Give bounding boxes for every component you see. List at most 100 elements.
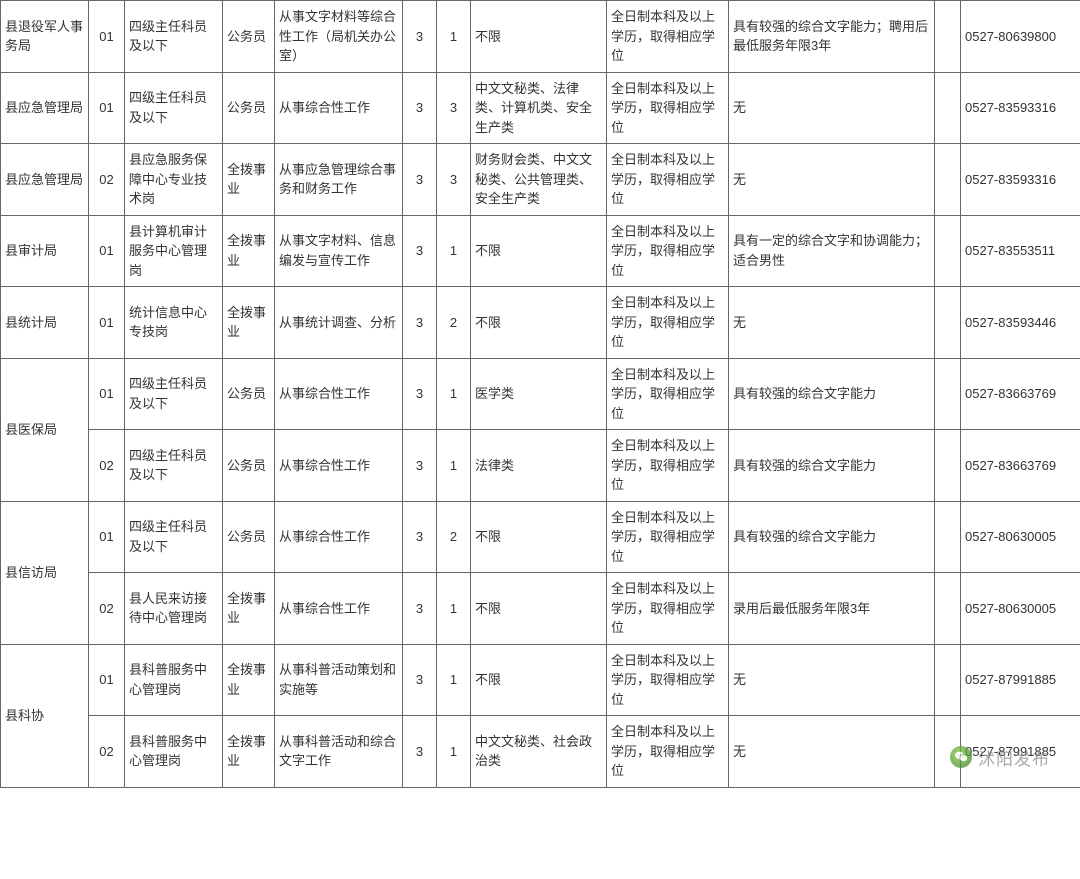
table-cell: 公务员 (223, 358, 275, 430)
table-cell: 01 (89, 287, 125, 359)
table-cell: 公务员 (223, 1, 275, 73)
table-cell (935, 716, 961, 788)
table-cell: 法律类 (471, 430, 607, 502)
table-cell: 统计信息中心专技岗 (125, 287, 223, 359)
table-cell: 全日制本科及以上学历，取得相应学位 (607, 358, 729, 430)
table-cell: 县信访局 (1, 501, 89, 644)
table-cell: 1 (437, 215, 471, 287)
table-cell: 全拨事业 (223, 215, 275, 287)
table-cell: 县科普服务中心管理岗 (125, 644, 223, 716)
table-cell: 无 (729, 716, 935, 788)
table-cell: 具有较强的综合文字能力 (729, 501, 935, 573)
table-cell: 3 (403, 287, 437, 359)
table-cell: 中文文秘类、法律类、计算机类、安全生产类 (471, 72, 607, 144)
table-cell: 县审计局 (1, 215, 89, 287)
table-cell: 02 (89, 716, 125, 788)
table-cell: 3 (403, 573, 437, 645)
table-cell (935, 1, 961, 73)
table-row: 县科协01县科普服务中心管理岗全拨事业从事科普活动策划和实施等31不限全日制本科… (1, 644, 1080, 716)
table-cell: 全拨事业 (223, 716, 275, 788)
table-row: 县医保局01四级主任科员及以下公务员从事综合性工作31医学类全日制本科及以上学历… (1, 358, 1080, 430)
table-cell: 不限 (471, 1, 607, 73)
table-cell: 02 (89, 144, 125, 216)
recruitment-table: 县退役军人事务局01四级主任科员及以下公务员从事文字材料等综合性工作（局机关办公… (0, 0, 1080, 788)
table-cell: 全拨事业 (223, 287, 275, 359)
table-cell: 从事综合性工作 (275, 358, 403, 430)
table-cell: 1 (437, 573, 471, 645)
table-cell: 无 (729, 644, 935, 716)
table-cell: 无 (729, 287, 935, 359)
table-cell: 公务员 (223, 72, 275, 144)
table-cell: 县人民来访接待中心管理岗 (125, 573, 223, 645)
table-cell: 0527-80630005 (961, 501, 1080, 573)
table-cell: 从事综合性工作 (275, 430, 403, 502)
table-cell: 3 (403, 144, 437, 216)
table-cell: 1 (437, 358, 471, 430)
table-row: 02县人民来访接待中心管理岗全拨事业从事综合性工作31不限全日制本科及以上学历，… (1, 573, 1080, 645)
table-cell: 县应急管理局 (1, 72, 89, 144)
table-cell: 四级主任科员及以下 (125, 430, 223, 502)
table-cell: 01 (89, 501, 125, 573)
table-cell: 全拨事业 (223, 144, 275, 216)
table-cell: 0527-87991885 (961, 716, 1080, 788)
table-cell: 四级主任科员及以下 (125, 358, 223, 430)
table-cell: 从事文字材料等综合性工作（局机关办公室） (275, 1, 403, 73)
table-cell: 县应急服务保障中心专业技术岗 (125, 144, 223, 216)
table-cell: 不限 (471, 215, 607, 287)
table-cell: 2 (437, 501, 471, 573)
table-cell: 全日制本科及以上学历，取得相应学位 (607, 716, 729, 788)
table-row: 县应急管理局02县应急服务保障中心专业技术岗全拨事业从事应急管理综合事务和财务工… (1, 144, 1080, 216)
table-cell: 全日制本科及以上学历，取得相应学位 (607, 72, 729, 144)
table-cell: 3 (437, 144, 471, 216)
table-cell: 0527-83663769 (961, 430, 1080, 502)
table-cell (935, 430, 961, 502)
table-cell: 3 (403, 716, 437, 788)
table-cell: 从事科普活动和综合文字工作 (275, 716, 403, 788)
table-cell: 3 (403, 644, 437, 716)
table-row: 02县科普服务中心管理岗全拨事业从事科普活动和综合文字工作31中文文秘类、社会政… (1, 716, 1080, 788)
table-cell: 0527-83663769 (961, 358, 1080, 430)
table-cell: 3 (403, 72, 437, 144)
table-cell: 全日制本科及以上学历，取得相应学位 (607, 644, 729, 716)
table-cell: 1 (437, 1, 471, 73)
table-cell: 具有较强的综合文字能力；聘用后最低服务年限3年 (729, 1, 935, 73)
table-cell: 0527-87991885 (961, 644, 1080, 716)
table-cell: 0527-83553511 (961, 215, 1080, 287)
table-cell: 具有较强的综合文字能力 (729, 358, 935, 430)
table-cell: 县统计局 (1, 287, 89, 359)
table-cell: 县退役军人事务局 (1, 1, 89, 73)
table-cell: 全日制本科及以上学历，取得相应学位 (607, 287, 729, 359)
table-cell: 01 (89, 215, 125, 287)
table-cell: 全日制本科及以上学历，取得相应学位 (607, 215, 729, 287)
table-cell: 3 (403, 430, 437, 502)
table-row: 县审计局01县计算机审计服务中心管理岗全拨事业从事文字材料、信息编发与宣传工作3… (1, 215, 1080, 287)
table-cell: 录用后最低服务年限3年 (729, 573, 935, 645)
table-cell: 1 (437, 430, 471, 502)
table-cell: 3 (403, 501, 437, 573)
table-row: 县退役军人事务局01四级主任科员及以下公务员从事文字材料等综合性工作（局机关办公… (1, 1, 1080, 73)
table-cell: 从事综合性工作 (275, 573, 403, 645)
table-cell: 具有较强的综合文字能力 (729, 430, 935, 502)
table-cell: 0527-80639800 (961, 1, 1080, 73)
table-cell: 县应急管理局 (1, 144, 89, 216)
table-cell: 具有一定的综合文字和协调能力；适合男性 (729, 215, 935, 287)
table-cell (935, 644, 961, 716)
table-cell: 全日制本科及以上学历，取得相应学位 (607, 430, 729, 502)
table-cell: 0527-83593446 (961, 287, 1080, 359)
table-cell: 01 (89, 358, 125, 430)
table-cell: 不限 (471, 644, 607, 716)
table-cell: 从事科普活动策划和实施等 (275, 644, 403, 716)
table-cell: 02 (89, 573, 125, 645)
table-cell: 从事应急管理综合事务和财务工作 (275, 144, 403, 216)
table-cell: 财务财会类、中文文秘类、公共管理类、安全生产类 (471, 144, 607, 216)
table-cell (935, 72, 961, 144)
table-row: 县信访局01四级主任科员及以下公务员从事综合性工作32不限全日制本科及以上学历，… (1, 501, 1080, 573)
table-cell: 全拨事业 (223, 573, 275, 645)
table-cell: 1 (437, 716, 471, 788)
table-cell: 01 (89, 1, 125, 73)
table-cell (935, 573, 961, 645)
table-row: 02四级主任科员及以下公务员从事综合性工作31法律类全日制本科及以上学历，取得相… (1, 430, 1080, 502)
table-cell: 从事文字材料、信息编发与宣传工作 (275, 215, 403, 287)
table-cell: 县科协 (1, 644, 89, 787)
table-cell: 公务员 (223, 501, 275, 573)
